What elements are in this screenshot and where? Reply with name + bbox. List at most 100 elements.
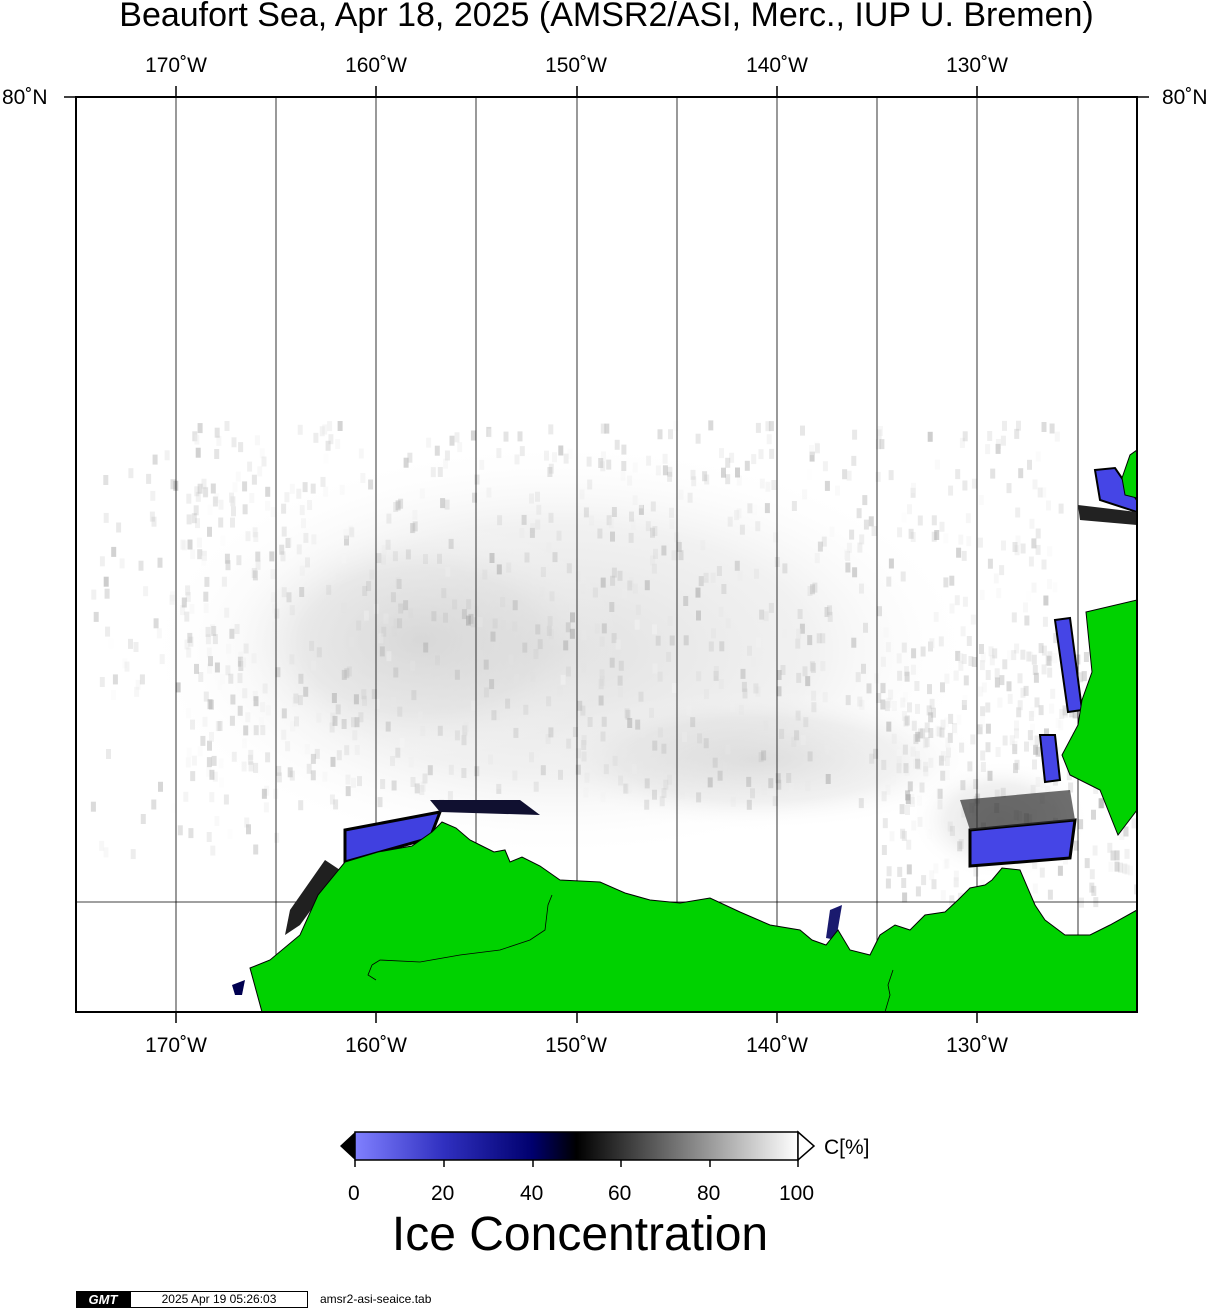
ice-speckle xyxy=(91,589,97,600)
ice-speckle xyxy=(385,539,391,550)
ice-speckle xyxy=(902,691,908,702)
ice-speckle xyxy=(208,656,213,667)
ice-speckle xyxy=(886,576,892,587)
ice-speckle xyxy=(296,544,302,555)
ice-speckle xyxy=(434,445,440,456)
ice-speckle xyxy=(567,448,573,459)
ice-speckle xyxy=(398,603,404,614)
ice-speckle xyxy=(363,610,369,621)
ice-speckle xyxy=(792,717,798,728)
ice-speckle xyxy=(960,780,966,791)
ice-speckle xyxy=(494,710,500,721)
ice-speckle xyxy=(796,672,802,683)
ice-speckle xyxy=(873,748,879,759)
ice-speckle xyxy=(751,504,757,515)
ice-speckle xyxy=(544,450,549,461)
ice-speckle xyxy=(325,440,331,451)
ice-speckle xyxy=(646,455,652,466)
ice-speckle xyxy=(218,517,224,528)
ice-speckle xyxy=(876,693,882,703)
ice-speckle xyxy=(119,558,125,569)
ice-speckle xyxy=(676,542,682,552)
ice-speckle xyxy=(307,500,313,510)
ice-speckle xyxy=(539,586,545,597)
ice-speckle xyxy=(889,831,895,842)
ice-speckle xyxy=(735,467,740,478)
ice-speckle xyxy=(203,591,209,602)
ice-speckle xyxy=(966,636,972,646)
ice-speckle xyxy=(563,453,569,464)
ice-speckle xyxy=(931,531,937,542)
ice-speckle xyxy=(570,740,576,751)
ice-speckle xyxy=(725,457,731,468)
ice-speckle xyxy=(548,512,554,523)
ice-speckle xyxy=(224,421,230,431)
ice-speckle xyxy=(1092,845,1098,856)
ice-speckle xyxy=(988,646,994,657)
ice-speckle xyxy=(906,839,912,850)
ice-speckle xyxy=(851,637,857,648)
ice-speckle xyxy=(761,750,767,761)
ice-speckle xyxy=(280,551,286,562)
ice-speckle xyxy=(1053,633,1059,644)
ice-speckle xyxy=(780,665,786,675)
footer-filename: amsr2-asi-seaice.tab xyxy=(320,1292,432,1306)
ice-speckle xyxy=(931,515,937,526)
ice-speckle xyxy=(691,476,697,487)
ice-speckle xyxy=(632,583,638,594)
ice-speckle xyxy=(344,668,350,679)
ice-speckle xyxy=(994,677,1000,688)
ice-speckle xyxy=(284,492,290,503)
ice-speckle xyxy=(961,700,967,710)
ice-speckle xyxy=(247,461,253,472)
ice-speckle xyxy=(1124,848,1130,859)
ice-speckle xyxy=(891,701,897,711)
ice-speckle xyxy=(934,459,940,470)
colorbar-ticks xyxy=(354,1160,799,1167)
ice-speckle xyxy=(888,558,894,569)
lon-label-top-5: 130˚W xyxy=(946,54,1008,77)
ice-speckle xyxy=(395,747,401,758)
ice-speckle xyxy=(1059,708,1065,719)
ice-speckle xyxy=(444,499,450,510)
ice-speckle xyxy=(472,492,477,503)
ice-speckle xyxy=(750,788,755,799)
ice-speckle xyxy=(138,560,144,571)
ice-speckle xyxy=(1014,545,1020,556)
ice-speckle xyxy=(937,799,943,810)
ice-speckle xyxy=(768,778,774,789)
ice-speckle xyxy=(189,603,195,614)
ice-speckle xyxy=(196,537,202,548)
ice-speckle xyxy=(255,551,261,562)
ice-speckle xyxy=(617,570,623,581)
ice-speckle xyxy=(341,669,347,680)
ice-speckle xyxy=(597,528,603,539)
ice-speckle xyxy=(286,588,292,599)
ice-speckle xyxy=(260,702,266,713)
ice-speckle xyxy=(942,859,948,870)
ice-speckle xyxy=(462,725,468,736)
ice-speckle xyxy=(299,587,305,597)
ice-speckle xyxy=(855,672,861,683)
ice-speckle xyxy=(794,730,800,741)
ice-speckle xyxy=(251,653,257,664)
ice-speckle xyxy=(876,429,882,440)
ice-speckle xyxy=(980,652,986,663)
ice-speckle xyxy=(807,635,813,646)
ice-speckle xyxy=(313,432,319,443)
ice-speckle xyxy=(1089,882,1095,893)
ice-speckle xyxy=(103,847,109,858)
ice-speckle xyxy=(346,666,352,677)
ice-speckle xyxy=(530,522,536,533)
ice-speckle xyxy=(729,701,735,712)
ice-speckle xyxy=(1068,782,1074,793)
ice-speckle xyxy=(827,605,832,616)
ice-speckle xyxy=(546,625,552,636)
ice-speckle xyxy=(936,788,942,799)
ice-speckle xyxy=(417,711,423,722)
ice-speckle xyxy=(245,531,251,542)
ice-speckle xyxy=(201,555,207,566)
ice-speckle xyxy=(1063,707,1069,718)
ice-speckle xyxy=(104,588,110,599)
ice-speckle xyxy=(358,712,364,723)
